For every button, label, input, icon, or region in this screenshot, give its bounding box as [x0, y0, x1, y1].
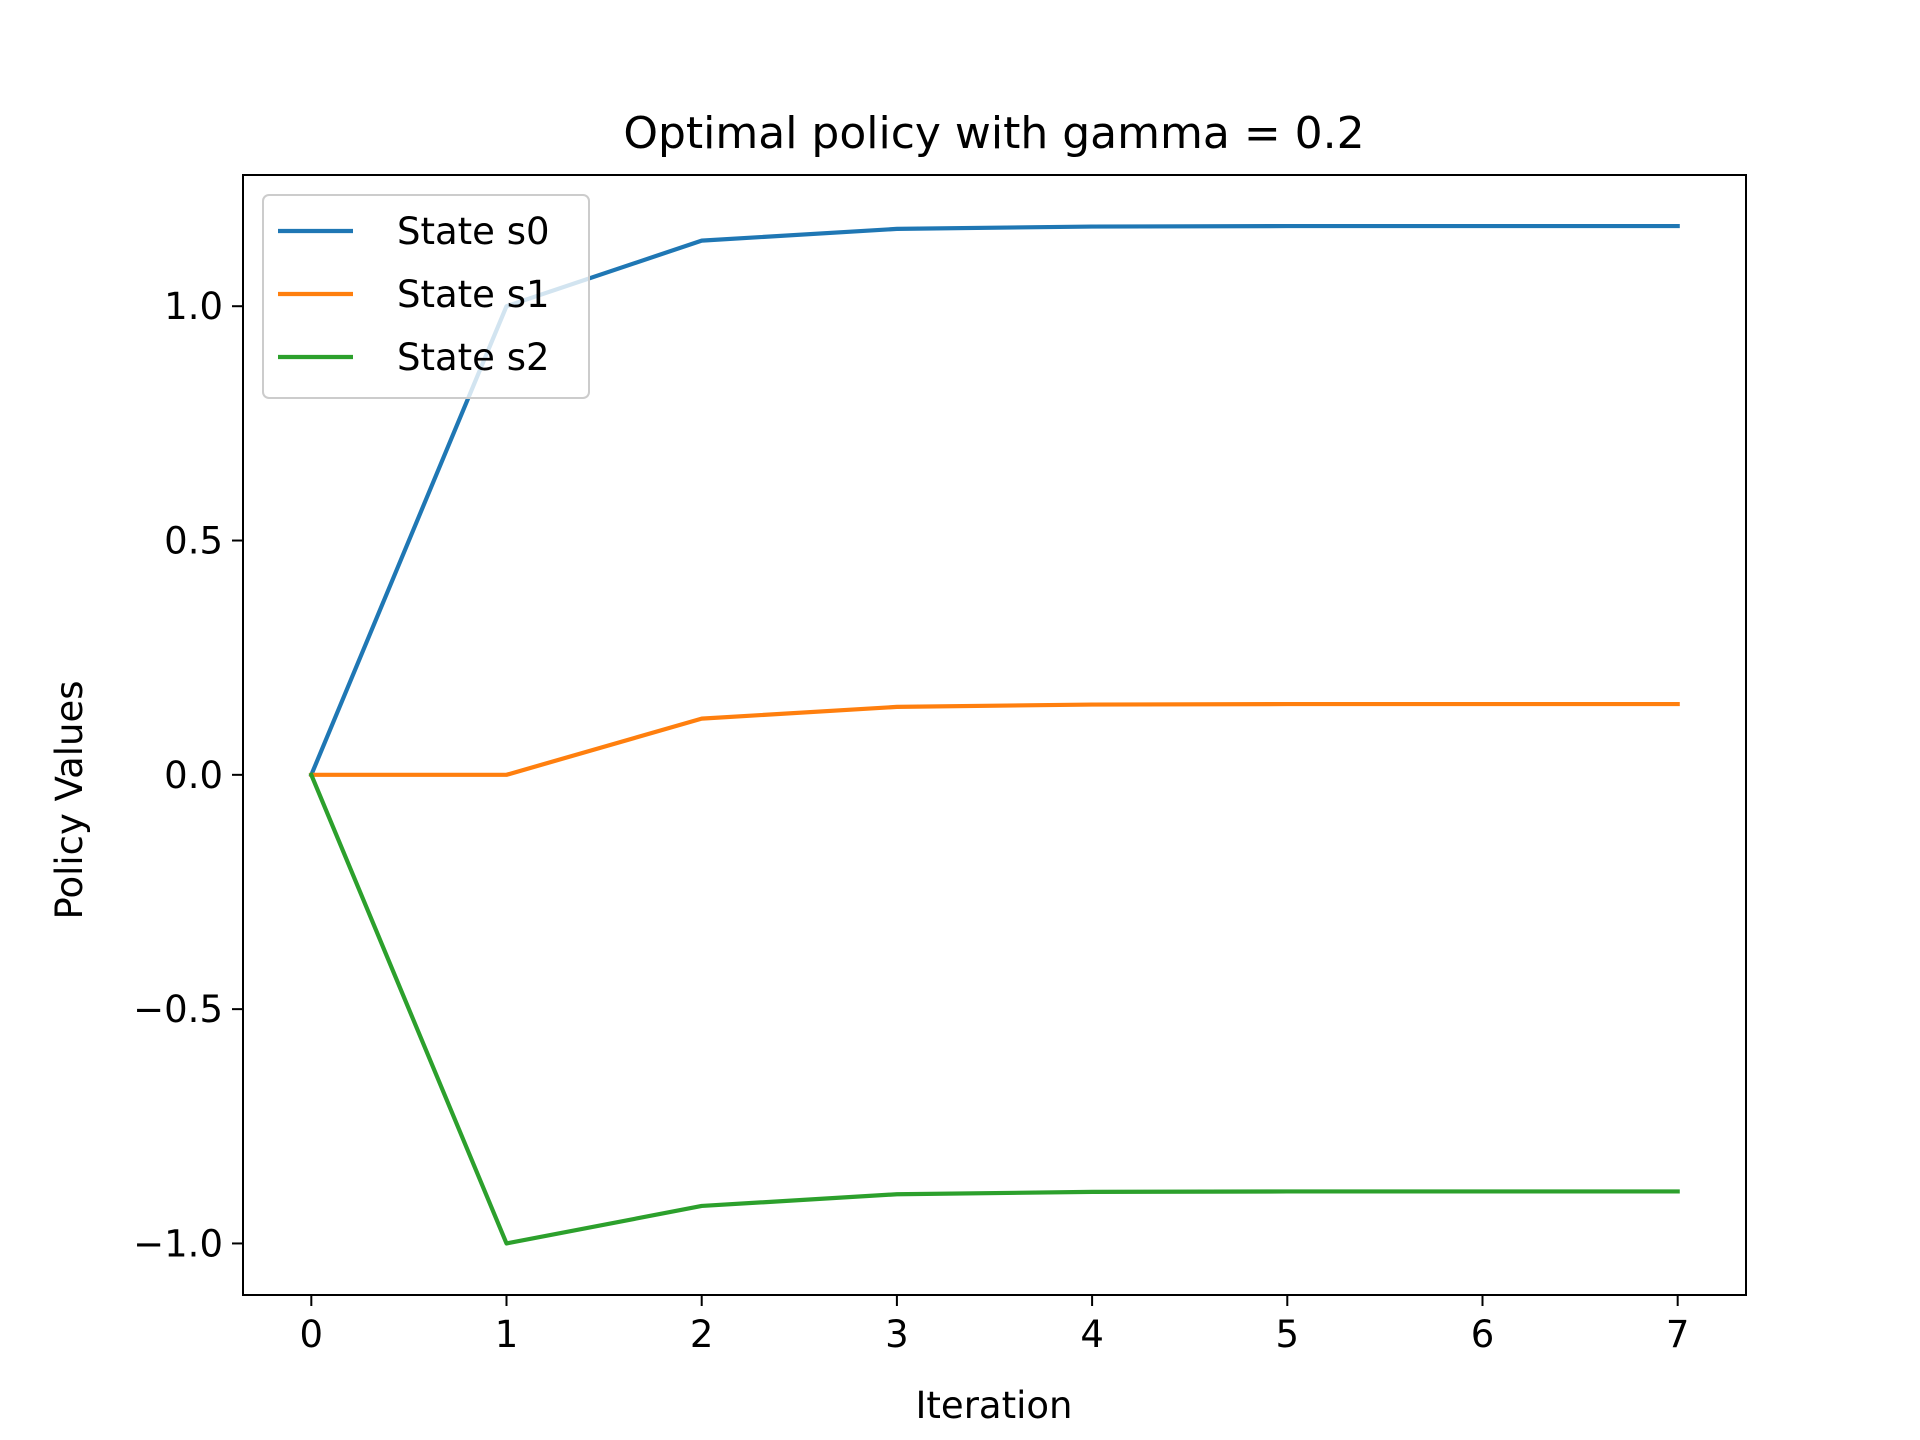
y-tick-label-0: −1.0 [133, 1222, 223, 1265]
series-line-2 [308, 772, 1680, 1246]
x-tick-label-4: 4 [1080, 1313, 1104, 1356]
x-tick-label-2: 2 [690, 1313, 714, 1356]
plot-frame [242, 174, 1747, 1296]
x-tick-label-6: 6 [1471, 1313, 1495, 1356]
series-line-1 [309, 701, 1680, 777]
y-tick-label-3: 0.5 [164, 520, 223, 563]
x-tick-label-7: 7 [1666, 1313, 1690, 1356]
y-axis-title: Policy Values [48, 680, 91, 919]
legend-label-1: State s1 [397, 273, 550, 316]
x-tick-label-0: 0 [300, 1313, 324, 1356]
y-tick-label-1: −0.5 [133, 988, 223, 1031]
x-tick-label-1: 1 [495, 1313, 519, 1356]
legend-label-2: State s2 [397, 336, 550, 379]
chart-title: Optimal policy with gamma = 0.2 [623, 108, 1364, 159]
legend-box [262, 194, 590, 399]
y-tick-label-4: 1.0 [164, 285, 223, 328]
x-axis-title: Iteration [916, 1384, 1073, 1427]
legend-label-0: State s0 [397, 210, 550, 253]
x-tick-label-3: 3 [885, 1313, 909, 1356]
x-tick-label-5: 5 [1276, 1313, 1300, 1356]
y-tick-label-2: 0.0 [164, 754, 223, 797]
plot-layer: 0 1 2 3 4 5 6 7 −1.0 −0.5 0.0 0.5 1.0 State s0 State s… [133, 174, 1747, 1356]
